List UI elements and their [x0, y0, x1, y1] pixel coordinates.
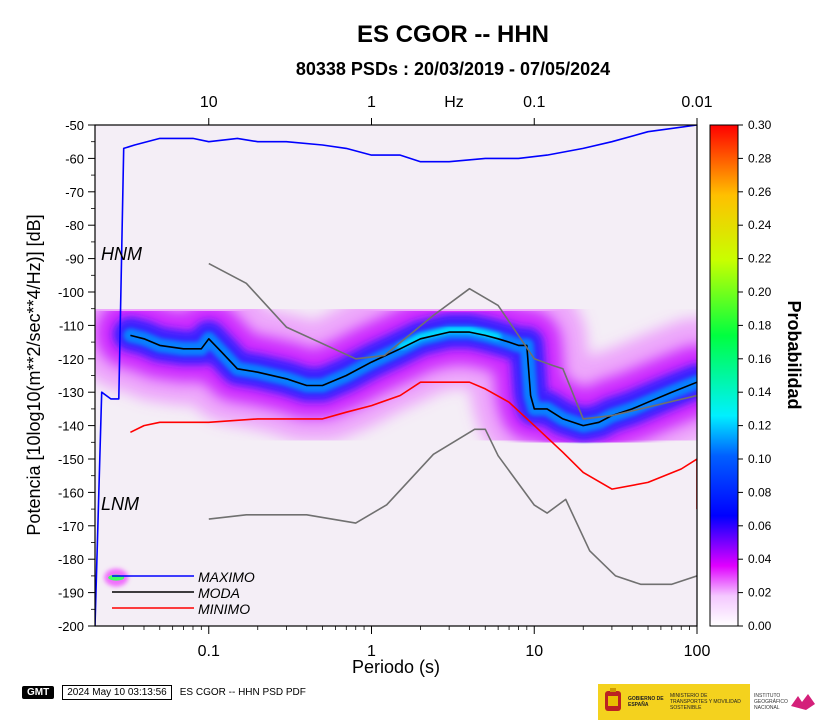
ministerio-text: MINISTERIO DE TRANSPORTES Y MOVILIDAD SO…: [670, 693, 741, 711]
x-axis-label: Periodo (s): [352, 657, 440, 677]
y-tick-label: -80: [65, 218, 84, 233]
x-axis-top: 10 1 0.1 0.01: [200, 94, 713, 125]
colorbar-tick-label: 0.30: [748, 118, 772, 132]
top-tick-label: 1: [367, 94, 376, 111]
y-tick-label: -90: [65, 252, 84, 267]
y-tick-label: -180: [58, 552, 84, 567]
x-axis-bottom: 0.1 1 10 100: [123, 626, 711, 660]
y-tick-label: -110: [59, 318, 84, 333]
y-tick-label: -120: [58, 352, 84, 367]
y-tick-label: -170: [58, 519, 84, 534]
colorbar-tick-label: 0.18: [748, 318, 772, 332]
y-tick-label: -130: [58, 385, 84, 400]
colorbar-tick-label: 0.12: [748, 419, 772, 433]
y-tick-label: -50: [65, 118, 84, 133]
legend-label-maximo: MAXIMO: [198, 569, 255, 585]
y-axis-label: Potencia [10log10(m**2/sec**4/Hz)] [dB]: [24, 214, 44, 535]
footer-caption: ES CGOR -- HHN PSD PDF: [179, 686, 306, 698]
colorbar-tick-label: 0.04: [748, 552, 772, 566]
colorbar-ticks: 0.00 0.02 0.04 0.06 0.08 0.10 0.12 0.14 0.16 0.18…: [738, 118, 772, 633]
psd-chart: ES CGOR -- HHN 80338 PSDs : 20/03/2019 -…: [24, 21, 804, 677]
x-tick-label: 10: [525, 643, 543, 660]
gobierno-text: GOBIERNO DE ESPAÑA: [628, 696, 664, 708]
annotation-lnm: LNM: [101, 494, 139, 514]
x-tick-label: 1: [367, 643, 376, 660]
colorbar-tick-label: 0.08: [748, 485, 772, 499]
footer-timestamp: 2024 May 10 03:13:56: [62, 684, 172, 700]
legend-label-moda: MODA: [198, 585, 240, 601]
y-tick-label: -160: [58, 485, 84, 500]
colorbar-tick-label: 0.22: [748, 252, 772, 266]
gmt-logo: GMT: [22, 685, 55, 699]
y-tick-label: -200: [58, 619, 84, 634]
colorbar: [709, 124, 739, 627]
colorbar-tick-label: 0.20: [748, 285, 772, 299]
y-tick-label: -190: [58, 586, 84, 601]
top-axis-unit: Hz: [444, 94, 464, 111]
annotation-hnm: HNM: [101, 244, 142, 264]
top-tick-label: 10: [200, 94, 218, 111]
chart-title: ES CGOR -- HHN: [357, 21, 549, 48]
ign-logo: INSTITUTO GEOGRÁFICO NACIONAL: [750, 684, 822, 720]
series-line-maximo: [95, 125, 697, 626]
series-line-moda: [130, 331, 697, 427]
series-line-nlnm: [208, 428, 697, 586]
legend-label-minimo: MINIMO: [198, 601, 250, 617]
y-tick-label: -70: [65, 185, 84, 200]
footer: GMT 2024 May 10 03:13:56 ES CGOR -- HHN …: [22, 684, 306, 700]
series-line-nhnm: [208, 262, 697, 420]
colorbar-tick-label: 0.14: [748, 385, 772, 399]
y-tick-label: -150: [58, 452, 84, 467]
colorbar-label: Probabilidad: [784, 300, 804, 409]
colorbar-tick-label: 0.26: [748, 185, 772, 199]
x-tick-label: 0.1: [198, 643, 220, 660]
y-tick-label: -140: [58, 419, 84, 434]
colorbar-tick-label: 0.02: [748, 586, 772, 600]
gobierno-logo: GOBIERNO DE ESPAÑA MINISTERIO DE TRANSPO…: [598, 684, 750, 720]
y-tick-label: -60: [65, 151, 84, 166]
y-tick-label: -100: [58, 285, 84, 300]
colorbar-tick-label: 0.00: [748, 619, 772, 633]
density-peak-core: [397, 327, 502, 350]
institution-logos: GOBIERNO DE ESPAÑA MINISTERIO DE TRANSPO…: [598, 684, 822, 720]
top-tick-label: 0.1: [523, 94, 545, 111]
y-axis: -50 -60 -70 -80 -90 -100 -110 -120 -130 -140 -150 -…: [58, 118, 95, 634]
colorbar-tick-label: 0.16: [748, 352, 772, 366]
colorbar-tick-label: 0.24: [748, 218, 772, 232]
ign-emblem-icon: [791, 694, 815, 710]
coat-of-arms-icon: [605, 688, 621, 711]
x-tick-label: 100: [684, 643, 711, 660]
colorbar-tick-label: 0.10: [748, 452, 772, 466]
colorbar-tick-label: 0.06: [748, 519, 772, 533]
series-line-minimo: [130, 381, 697, 510]
colorbar-tick-label: 0.28: [748, 151, 772, 165]
legend: MAXIMO MODA MINIMO: [112, 569, 255, 617]
ign-text: INSTITUTO GEOGRÁFICO NACIONAL: [754, 693, 788, 711]
top-tick-label: 0.01: [681, 94, 712, 111]
chart-subtitle: 80338 PSDs : 20/03/2019 - 07/05/2024: [296, 59, 610, 79]
